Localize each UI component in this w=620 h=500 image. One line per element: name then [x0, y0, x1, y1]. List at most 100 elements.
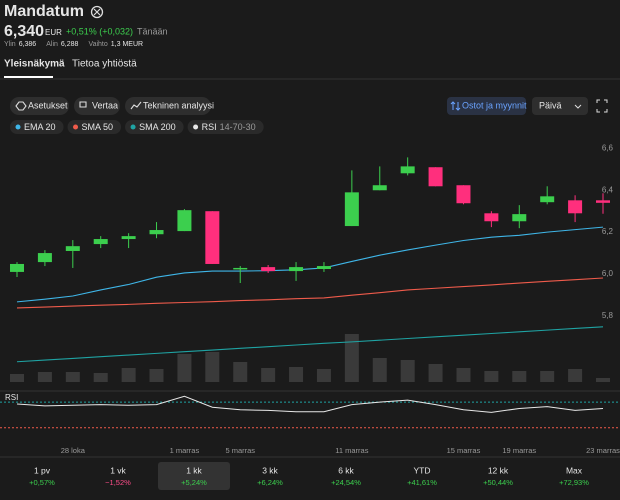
select[interactable] [532, 97, 588, 115]
legend-pill[interactable] [10, 120, 64, 134]
y-tick-label: 6,2 [602, 227, 614, 236]
currency: EUR [45, 28, 62, 37]
rsi-line [16, 395, 604, 413]
button[interactable] [125, 97, 211, 115]
candle-body [372, 185, 387, 191]
chevron [574, 104, 582, 109]
period-change[interactable]: +50,44% [483, 478, 513, 487]
candle-body [149, 230, 164, 235]
icons [15, 101, 142, 111]
y-tick-label: 5,8 [602, 311, 614, 320]
stat-label: Ylin [4, 41, 16, 48]
legend-dot [15, 124, 21, 130]
legend-label: SMA 200 [139, 122, 176, 132]
period-change[interactable]: +0,57% [29, 478, 55, 487]
volume-bar [316, 369, 331, 382]
candle-body [93, 239, 108, 245]
action-button[interactable] [447, 97, 526, 115]
legend-pill[interactable] [125, 120, 184, 134]
when: Tänään [137, 26, 168, 36]
candle-body [400, 166, 415, 174]
period-label[interactable]: 12 kk [488, 465, 509, 475]
indicator-line [16, 326, 604, 363]
candle-body [568, 200, 583, 214]
period-label[interactable]: Max [566, 465, 583, 475]
legend-label: EMA 20 [24, 122, 56, 132]
toolbar: Asetukset Vertaa Tekninen analyysi Ostot… [10, 97, 608, 115]
candle-body [37, 253, 52, 263]
legend-pill[interactable] [187, 120, 264, 134]
candle-body [596, 200, 610, 203]
period-selected[interactable] [158, 462, 230, 490]
button[interactable] [10, 97, 69, 115]
x-tick-label: 28 loka [61, 446, 86, 455]
period-change[interactable]: +6,24% [257, 478, 283, 487]
candle-body [456, 185, 471, 204]
brand-icon [90, 5, 104, 19]
volume-bar [177, 354, 192, 382]
volume-bar [456, 368, 471, 382]
x-tick-label: 23 marras [586, 446, 620, 455]
volume-bar [512, 371, 527, 382]
volume-bar [10, 374, 24, 382]
candle-body [344, 192, 359, 227]
period-change[interactable]: +5,24% [181, 478, 207, 487]
change: +0,51% (+0,032) [66, 26, 133, 36]
volume-bar [568, 369, 583, 382]
period-change[interactable]: −1,52% [105, 478, 131, 487]
volume-bar [428, 364, 443, 382]
y-tick-label: 6,4 [602, 185, 614, 194]
period-label[interactable]: 1 pv [34, 465, 51, 475]
volume-bar [484, 371, 499, 382]
volume-bar [205, 352, 220, 382]
tab[interactable]: Tietoa yhtiöstä [72, 59, 137, 70]
volume-bar [37, 372, 52, 382]
candle-body [205, 211, 220, 264]
volume-bar [372, 358, 387, 382]
volume-bar [596, 378, 610, 382]
select-label[interactable]: Päivä [539, 100, 562, 110]
candle-body [121, 236, 136, 240]
legend-pill[interactable] [67, 120, 122, 134]
candle-body [10, 263, 24, 272]
period-change[interactable]: +24,54% [331, 478, 361, 487]
candle-body [289, 267, 304, 272]
period-change[interactable]: +72,93% [559, 478, 589, 487]
price: 6,340 [4, 23, 44, 40]
candle-body [540, 196, 555, 203]
fullscreen[interactable] [596, 99, 608, 113]
stat-value: 6,386 [19, 41, 37, 48]
volume-bar [149, 369, 164, 382]
y-tick-label: 6,6 [602, 143, 614, 152]
period-label[interactable]: 3 kk [262, 465, 278, 475]
x-tick-label: 15 marras [447, 446, 481, 455]
stat-label: Vaihto [88, 41, 107, 48]
legend-dot [73, 124, 79, 130]
volume-bar [121, 368, 136, 382]
period-label[interactable]: 6 kk [338, 465, 354, 475]
x-tick-label: 19 marras [502, 446, 536, 455]
period-label[interactable]: 1 vk [110, 465, 126, 475]
period-label[interactable]: 1 kk [186, 465, 202, 475]
button-label[interactable]: Asetukset [28, 100, 68, 110]
candle-body [65, 246, 80, 251]
y-tick-label: 6,0 [602, 269, 614, 278]
action-label[interactable]: Ostot ja myynnit [462, 100, 527, 110]
volume-bar [93, 373, 108, 382]
legend-label: RSI [202, 122, 217, 132]
candle-body [428, 167, 443, 187]
stat-label: Alin [46, 41, 58, 48]
x-tick-label: 11 marras [335, 446, 368, 455]
tab[interactable]: Yleisnäkymä [4, 59, 65, 70]
button-label[interactable]: Vertaa [92, 100, 118, 110]
volume-bar [289, 367, 304, 382]
indicator-line [16, 277, 604, 309]
period-change[interactable]: +41,61% [407, 478, 437, 487]
period-label[interactable]: YTD [414, 465, 431, 475]
legend-params: 14-70-30 [220, 122, 256, 132]
volume-bar [540, 371, 555, 382]
button-label[interactable]: Tekninen analyysi [143, 100, 214, 110]
icon [450, 101, 461, 111]
